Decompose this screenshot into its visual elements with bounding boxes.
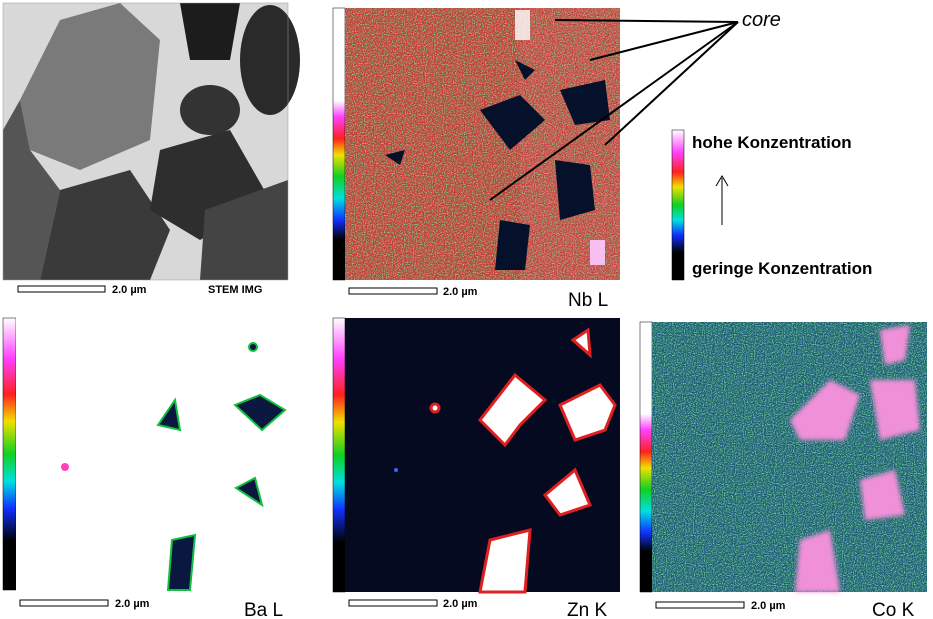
core-pointers [489, 19, 739, 201]
scale-label: 2.0 µm [112, 284, 147, 296]
panel-label: Nb L [568, 290, 608, 311]
stem-image [2, 2, 300, 281]
scale-bars [17, 285, 745, 609]
panel-label: Zn K [567, 600, 607, 619]
legend-low: geringe Konzentration [692, 259, 872, 278]
panel-label: Ba L [244, 600, 283, 619]
scale-label: 2.0 µm [443, 598, 478, 610]
ba-map [2, 317, 290, 591]
legend [671, 129, 729, 281]
zn-map [332, 317, 620, 594]
legend-high: hohe Konzentration [692, 133, 852, 152]
core-label: core [742, 9, 781, 31]
co-map [639, 321, 927, 593]
scale-label: 2.0 µm [751, 600, 786, 612]
scale-label: 2.0 µm [115, 598, 150, 610]
scale-label: 2.0 µm [443, 286, 478, 298]
nb-map [332, 7, 620, 281]
panel-label: STEM IMG [208, 284, 262, 296]
panel-label: Co K [872, 600, 915, 619]
